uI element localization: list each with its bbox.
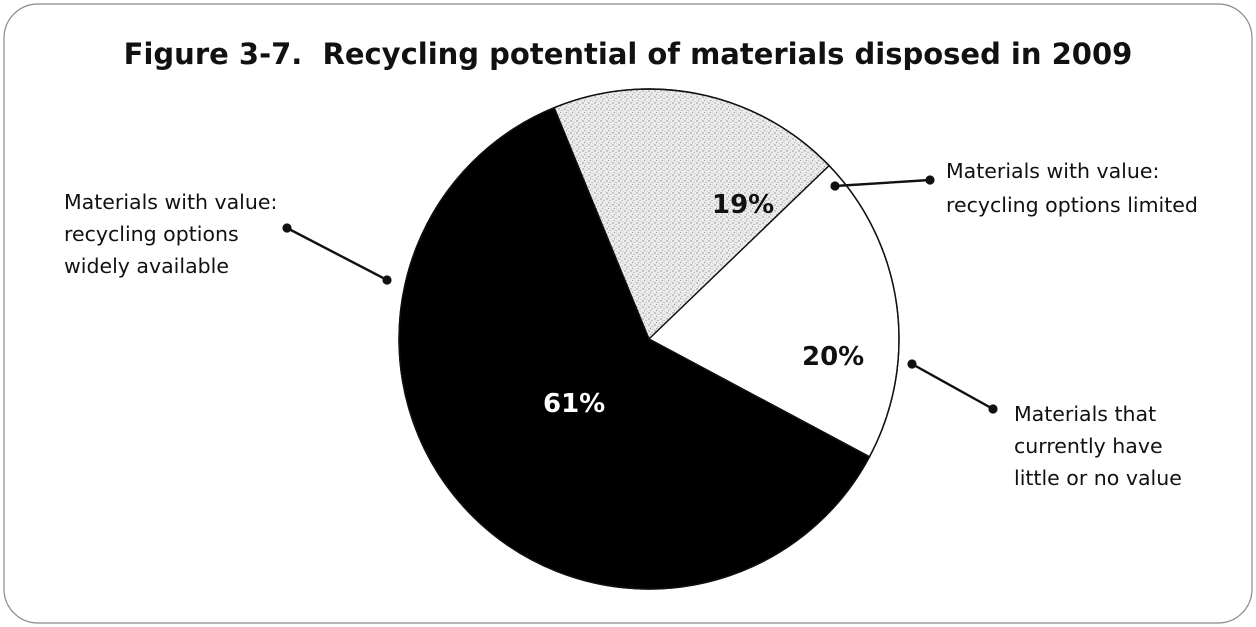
callout-leader-line bbox=[286, 226, 388, 282]
callout-label-line: recycling options bbox=[64, 222, 239, 246]
slice-callout: Materials with value: recycling options wi… bbox=[64, 190, 392, 285]
callout-dot bbox=[282, 223, 292, 233]
pie-outline bbox=[398, 88, 900, 590]
slice-percent-label: 61% bbox=[543, 389, 605, 419]
callout-leader-line bbox=[834, 178, 931, 188]
slice-callout: Materials that currently have little or no… bbox=[907, 359, 1182, 490]
callout-label-line: widely available bbox=[64, 254, 229, 278]
callout-dot bbox=[830, 181, 840, 191]
pie-slices bbox=[398, 88, 900, 590]
callout-dot bbox=[988, 404, 998, 414]
pie-percent-labels: 61% 19% 20% bbox=[543, 190, 864, 419]
slice-percent-label: 19% bbox=[712, 190, 774, 220]
slice-callout: Materials with value: recycling options l… bbox=[830, 159, 1198, 217]
callout-label: Materials with value: recycling options l… bbox=[946, 159, 1198, 217]
callout-dot bbox=[925, 175, 935, 185]
callout-label: Materials that currently have little or no… bbox=[1014, 402, 1182, 490]
chart-title: Figure 3-7. Recycling potential of mater… bbox=[124, 37, 1133, 71]
callout-label-line: little or no value bbox=[1014, 466, 1182, 490]
callout-label: Materials with value: recycling options wi… bbox=[64, 190, 277, 278]
callout-dot bbox=[382, 275, 392, 285]
pie-callouts: Materials with value: recycling options wi… bbox=[64, 159, 1198, 490]
callout-label-line: currently have bbox=[1014, 434, 1163, 458]
callout-label-line: Materials with value: bbox=[64, 190, 277, 214]
callout-dot bbox=[907, 359, 917, 369]
callout-label-line: Materials that bbox=[1014, 402, 1156, 426]
callout-leader-line bbox=[911, 362, 994, 411]
slice-percent-label: 20% bbox=[802, 342, 864, 372]
callout-label-line: recycling options limited bbox=[946, 193, 1198, 217]
callout-label-line: Materials with value: bbox=[946, 159, 1159, 183]
